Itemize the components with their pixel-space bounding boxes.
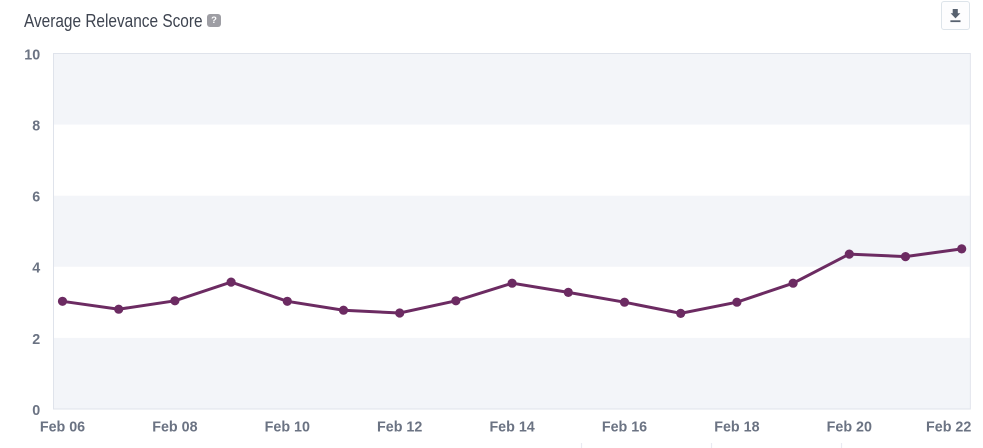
svg-text:10: 10: [24, 47, 40, 63]
svg-text:2: 2: [32, 332, 40, 348]
svg-text:Feb 18: Feb 18: [714, 419, 759, 435]
svg-text:Feb 12: Feb 12: [377, 419, 422, 435]
svg-text:Feb 06: Feb 06: [40, 419, 85, 435]
svg-text:Feb 08: Feb 08: [152, 419, 197, 435]
svg-text:6: 6: [32, 190, 40, 206]
svg-text:Feb 14: Feb 14: [489, 419, 534, 435]
svg-text:Feb 16: Feb 16: [602, 419, 647, 435]
svg-text:8: 8: [32, 119, 40, 135]
svg-text:Feb 10: Feb 10: [265, 419, 310, 435]
svg-text:Feb 22: Feb 22: [926, 419, 971, 435]
svg-text:4: 4: [32, 261, 40, 277]
svg-text:0: 0: [32, 403, 40, 419]
svg-text:Feb 20: Feb 20: [827, 419, 872, 435]
